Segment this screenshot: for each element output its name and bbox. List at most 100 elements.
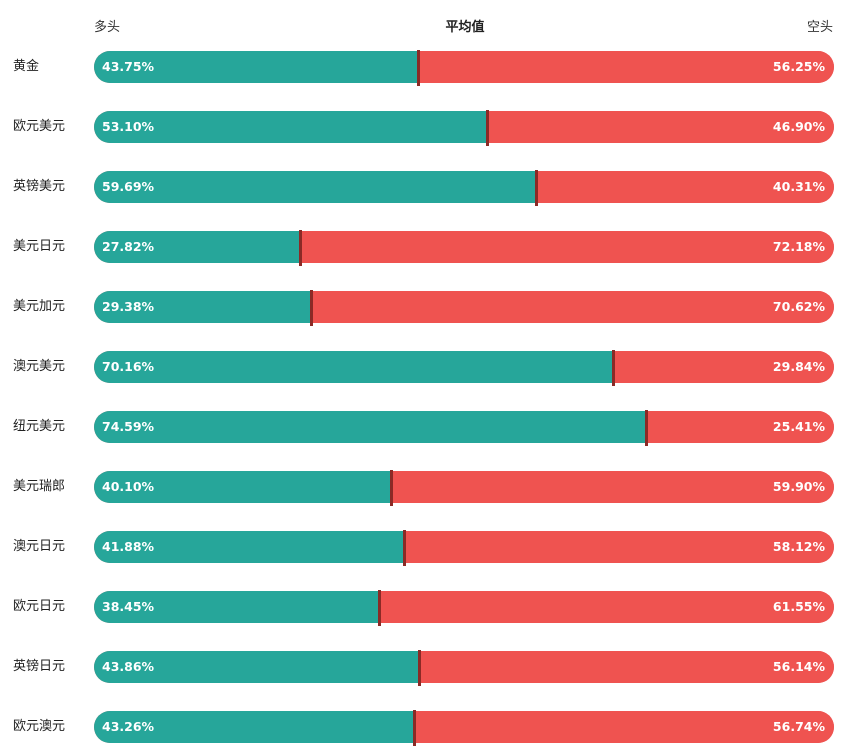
long-segment [94,411,646,443]
short-segment [299,231,834,263]
short-value-label: 58.12% [772,539,825,554]
chart-row: 英镑日元 43.86% 56.14% [0,650,847,686]
pair-label: 澳元日元 [13,539,66,554]
long-value-label: 59.69% [102,179,155,194]
pair-label: 美元日元 [13,239,66,254]
short-header-label: 空头 [806,20,833,35]
chart-row: 欧元日元 38.45% 61.55% [0,590,847,626]
short-segment [535,171,834,203]
long-value-label: 40.10% [102,479,155,494]
short-value-label: 70.62% [772,299,825,314]
sentiment-bar[interactable]: 38.45% 61.55% [94,591,834,623]
pair-label: 美元加元 [13,299,66,314]
split-marker [644,410,648,446]
split-marker [612,350,616,386]
long-segment [94,111,487,143]
short-value-label: 59.90% [772,479,825,494]
pair-label: 黄金 [13,59,40,74]
sentiment-bar[interactable]: 53.10% 46.90% [94,111,834,143]
sentiment-bar[interactable]: 29.38% 70.62% [94,291,834,323]
short-segment [378,591,834,623]
sentiment-bar[interactable]: 27.82% 72.18% [94,231,834,263]
pair-label: 美元瑞郎 [13,479,66,494]
short-segment [645,411,834,443]
chart-row: 纽元美元 74.59% 25.41% [0,410,847,446]
long-segment [94,471,391,503]
sentiment-bar[interactable]: 43.26% 56.74% [94,711,834,743]
chart-row: 美元瑞郎 40.10% 59.90% [0,470,847,506]
long-value-label: 53.10% [102,119,155,134]
chart-row: 黄金 43.75% 56.25% [0,50,847,86]
long-segment [94,351,614,383]
chart-row: 欧元美元 53.10% 46.90% [0,110,847,146]
long-segment [94,711,415,743]
split-marker [413,710,417,746]
chart-row: 澳元美元 70.16% 29.84% [0,350,847,386]
short-value-label: 56.74% [772,719,825,734]
short-segment [613,351,834,383]
split-marker [298,230,302,266]
long-segment [94,291,312,323]
chart-row: 美元加元 29.38% 70.62% [0,290,847,326]
pair-label: 纽元美元 [13,419,66,434]
short-segment [311,291,834,323]
short-value-label: 25.41% [772,419,825,434]
chart-row: 美元日元 27.82% 72.18% [0,230,847,266]
short-segment [390,471,834,503]
split-marker [416,50,420,86]
long-value-label: 43.75% [102,59,155,74]
split-marker [310,290,314,326]
average-header-label: 平均值 [445,20,485,35]
pair-label: 英镑美元 [13,179,66,194]
long-value-label: 29.38% [102,299,155,314]
sentiment-bar[interactable]: 40.10% 59.90% [94,471,834,503]
long-value-label: 70.16% [102,359,155,374]
split-marker [402,530,406,566]
long-value-label: 41.88% [102,539,155,554]
chart-row: 欧元澳元 43.26% 56.74% [0,710,847,746]
long-value-label: 38.45% [102,599,155,614]
long-header-label: 多头 [94,20,121,35]
long-segment [94,171,536,203]
short-value-label: 56.25% [772,59,825,74]
short-segment [486,111,834,143]
short-value-label: 56.14% [772,659,825,674]
short-segment [418,651,834,683]
short-segment [403,531,834,563]
long-segment [94,591,379,623]
long-segment [94,651,419,683]
long-segment [94,231,300,263]
short-segment [417,51,834,83]
short-value-label: 61.55% [772,599,825,614]
short-value-label: 29.84% [772,359,825,374]
chart-row: 英镑美元 59.69% 40.31% [0,170,847,206]
chart-header: 多头 平均值 空头 [0,16,847,36]
short-value-label: 40.31% [772,179,825,194]
chart-row: 澳元日元 41.88% 58.12% [0,530,847,566]
short-value-label: 46.90% [772,119,825,134]
long-value-label: 74.59% [102,419,155,434]
pair-label: 英镑日元 [13,659,66,674]
long-segment [94,51,418,83]
sentiment-bar[interactable]: 70.16% 29.84% [94,351,834,383]
split-marker [377,590,381,626]
split-marker [534,170,538,206]
sentiment-bar[interactable]: 74.59% 25.41% [94,411,834,443]
split-marker [417,650,421,686]
short-value-label: 72.18% [772,239,825,254]
split-marker [485,110,489,146]
sentiment-bar[interactable]: 43.75% 56.25% [94,51,834,83]
pair-label: 欧元澳元 [13,719,66,734]
split-marker [389,470,393,506]
short-segment [414,711,834,743]
long-value-label: 27.82% [102,239,155,254]
sentiment-bar[interactable]: 43.86% 56.14% [94,651,834,683]
sentiment-bar[interactable]: 59.69% 40.31% [94,171,834,203]
pair-label: 欧元美元 [13,119,66,134]
long-value-label: 43.26% [102,719,155,734]
pair-label: 欧元日元 [13,599,66,614]
sentiment-bar[interactable]: 41.88% 58.12% [94,531,834,563]
long-segment [94,531,404,563]
long-value-label: 43.86% [102,659,155,674]
pair-label: 澳元美元 [13,359,66,374]
